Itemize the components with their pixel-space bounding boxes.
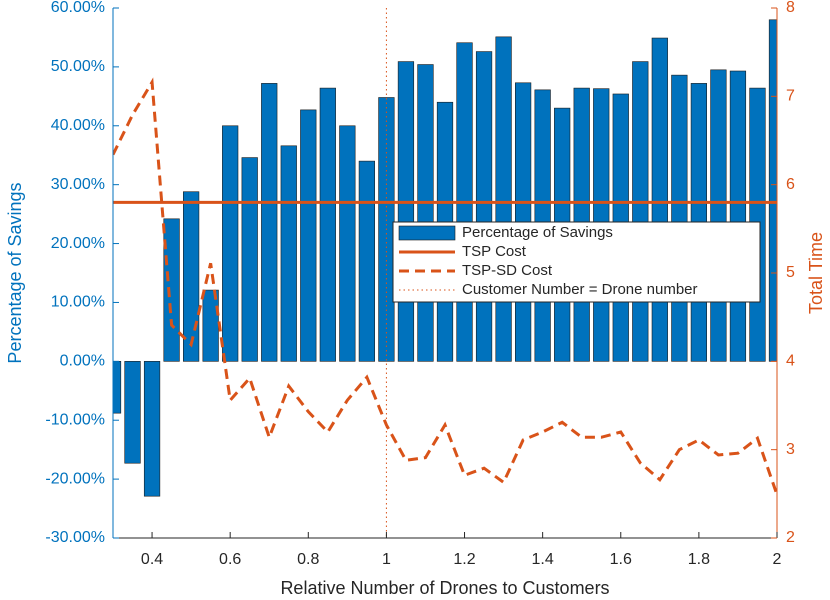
bar bbox=[475, 51, 493, 362]
bar bbox=[202, 289, 219, 362]
x-tick-label: 1.6 bbox=[610, 551, 632, 568]
y-tick-label: 20.00% bbox=[51, 235, 105, 252]
x-tick-label: 0.4 bbox=[141, 551, 163, 568]
y-tick-label: 10.00% bbox=[51, 294, 105, 311]
tsp-sd-cost-line bbox=[113, 77, 777, 496]
y-tick-label: -20.00% bbox=[45, 470, 105, 487]
y-tick-label: 50.00% bbox=[51, 58, 105, 75]
bar bbox=[163, 218, 180, 362]
y-tick-label: 30.00% bbox=[51, 176, 105, 193]
bar bbox=[300, 109, 317, 362]
bar bbox=[261, 83, 278, 362]
legend: Percentage of Savings TSP Cost TSP-SD Cost… bbox=[392, 221, 761, 303]
bar bbox=[319, 87, 336, 362]
y2-tick-label: 8 bbox=[786, 0, 795, 16]
bar bbox=[124, 361, 141, 464]
y2-axis-label: Total Time bbox=[806, 232, 826, 314]
x-tick-label: 1.8 bbox=[688, 551, 710, 568]
bar bbox=[358, 160, 375, 362]
legend-label: Customer Number = Drone number bbox=[462, 281, 698, 298]
y-tick-label: 60.00% bbox=[51, 0, 105, 16]
y2-tick-label: 2 bbox=[786, 529, 795, 546]
bar bbox=[671, 74, 688, 362]
bar bbox=[632, 61, 649, 362]
bar bbox=[113, 361, 122, 414]
y-axis-label: Percentage of Savings bbox=[5, 182, 25, 363]
y2-tick-label: 4 bbox=[786, 353, 795, 370]
y-tick-label: -10.00% bbox=[45, 411, 105, 428]
legend-label: TSP-SD Cost bbox=[462, 262, 553, 279]
y-tick-label: -30.00% bbox=[45, 529, 105, 546]
x-tick-label: 1.2 bbox=[453, 551, 475, 568]
bar bbox=[710, 69, 727, 362]
bar bbox=[417, 64, 434, 362]
bar bbox=[339, 125, 356, 362]
legend-swatch bbox=[398, 225, 456, 241]
y-tick-label: 40.00% bbox=[51, 117, 105, 134]
y-tick-label: 0.00% bbox=[60, 353, 105, 370]
bar bbox=[729, 70, 747, 362]
legend-label: Percentage of Savings bbox=[462, 224, 613, 241]
bar bbox=[495, 36, 512, 362]
y2-tick-label: 5 bbox=[786, 264, 795, 281]
bar bbox=[280, 145, 297, 362]
y2-tick-label: 7 bbox=[786, 88, 795, 105]
x-tick-label: 0.6 bbox=[219, 551, 241, 568]
y2-tick-label: 3 bbox=[786, 441, 795, 458]
bar bbox=[143, 361, 161, 497]
x-axis-label: Relative Number of Drones to Customers bbox=[280, 578, 609, 598]
bar bbox=[397, 61, 415, 362]
x-tick-label: 1 bbox=[382, 551, 391, 568]
legend-label: TSP Cost bbox=[462, 243, 527, 260]
x-tick-label: 2 bbox=[773, 551, 782, 568]
bar bbox=[241, 157, 258, 362]
bar bbox=[222, 125, 239, 362]
x-tick-label: 1.4 bbox=[532, 551, 554, 568]
x-tick-label: 0.8 bbox=[297, 551, 319, 568]
bar bbox=[651, 37, 668, 362]
y2-tick-label: 6 bbox=[786, 176, 795, 193]
bar bbox=[183, 191, 200, 362]
